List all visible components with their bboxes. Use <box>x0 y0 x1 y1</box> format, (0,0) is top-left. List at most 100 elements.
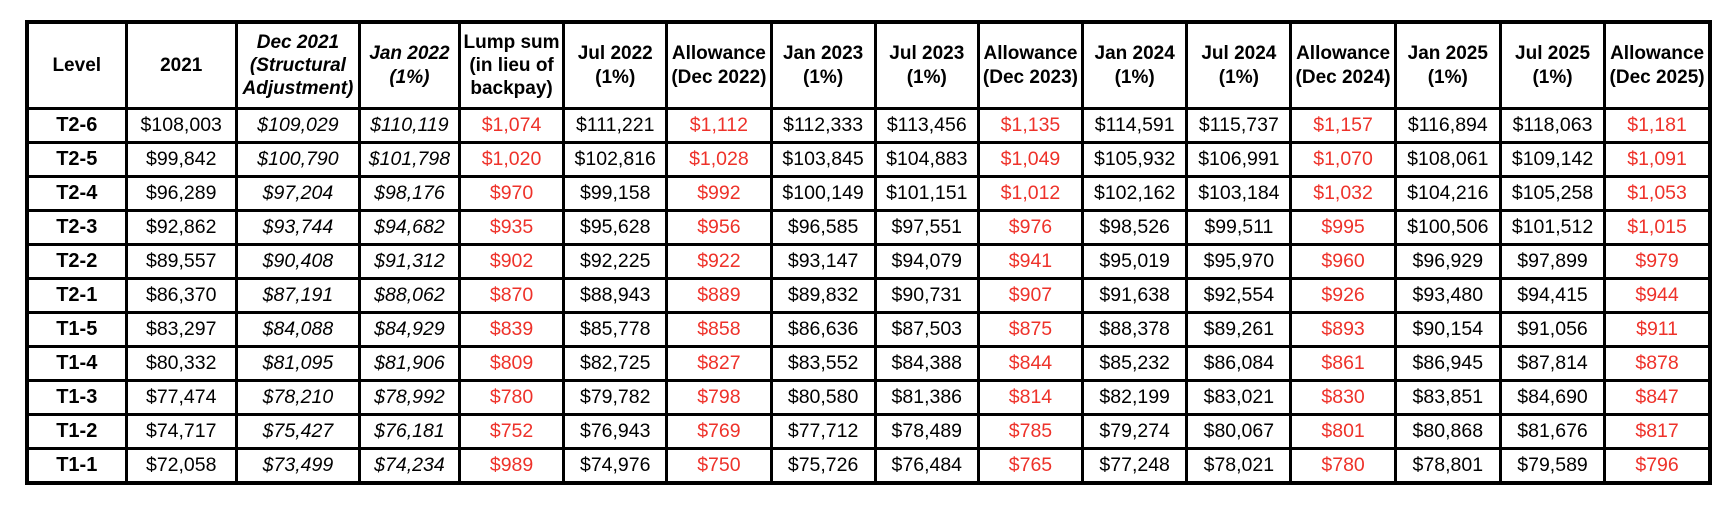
cell-t1-2-jul2024: $80,067 <box>1185 413 1293 450</box>
cell-t1-1-dec2021: $73,499 <box>234 447 361 485</box>
cell-t2-4-allow-dec2024: $1,032 <box>1289 175 1397 212</box>
cell-t2-6-jan2024: $114,591 <box>1081 107 1189 144</box>
cell-t2-3-allow-dec2024: $995 <box>1289 209 1397 246</box>
level-cell-t2-1: T2-1 <box>25 277 128 314</box>
table-body: T2-6 $108,003 $109,029 $110,119 $1,074 $111,2… <box>25 107 1712 485</box>
cell-t2-3-jan2023: $96,585 <box>769 209 877 246</box>
cell-t2-5-jan2022: $101,798 <box>357 141 461 178</box>
cell-t2-1-jan2022: $88,062 <box>357 277 461 314</box>
cell-t1-4-jul2022: $82,725 <box>562 345 669 382</box>
cell-t2-4-jul2024: $103,184 <box>1185 175 1293 212</box>
level-cell-t2-2: T2-2 <box>25 243 128 280</box>
cell-t1-2-jul2023: $78,489 <box>873 413 980 450</box>
table-row-t1-4: T1-4 $80,332 $81,095 $81,906 $809 $82,725 $827… <box>25 345 1712 382</box>
column-header-allow-dec2022: Allowance (Dec 2022) <box>665 20 773 110</box>
cell-t2-6-jul2024: $115,737 <box>1185 107 1293 144</box>
cell-t1-1-allow-dec2024: $780 <box>1289 447 1397 485</box>
level-cell-t1-3: T1-3 <box>25 379 128 416</box>
cell-t2-2-allow-dec2023: $941 <box>976 243 1085 280</box>
column-header-jul2024: Jul 2024 (1%) <box>1185 20 1293 110</box>
level-cell-t1-1: T1-1 <box>25 447 128 485</box>
cell-t1-1-jul2024: $78,021 <box>1185 447 1293 485</box>
cell-t2-1-allow-dec2024: $926 <box>1289 277 1397 314</box>
cell-t2-4-allow-dec2023: $1,012 <box>976 175 1085 212</box>
cell-t2-3-jul2023: $97,551 <box>873 209 980 246</box>
cell-t2-5-jul2023: $104,883 <box>873 141 980 178</box>
cell-t1-3-lumpsum: $780 <box>457 379 566 416</box>
column-header-jul2023: Jul 2023 (1%) <box>873 20 980 110</box>
cell-t1-3-jul2025: $84,690 <box>1498 379 1607 416</box>
cell-t2-2-jan2022: $91,312 <box>357 243 461 280</box>
cell-t2-6-jan2022: $110,119 <box>357 107 461 144</box>
level-cell-t1-4: T1-4 <box>25 345 128 382</box>
cell-t2-3-jul2022: $95,628 <box>562 209 669 246</box>
cell-t1-4-allow-dec2025: $878 <box>1603 345 1712 382</box>
cell-t1-5-jan2024: $88,378 <box>1081 311 1189 348</box>
cell-t1-1-jul2022: $74,976 <box>562 447 669 485</box>
cell-t1-2-y2021: $74,717 <box>124 413 238 450</box>
cell-t2-1-y2021: $86,370 <box>124 277 238 314</box>
cell-t1-1-jul2025: $79,589 <box>1498 447 1607 485</box>
cell-t1-3-dec2021: $78,210 <box>234 379 361 416</box>
cell-t1-2-jan2023: $77,712 <box>769 413 877 450</box>
cell-t1-2-allow-dec2022: $769 <box>665 413 773 450</box>
cell-t2-3-jul2024: $99,511 <box>1185 209 1293 246</box>
cell-t2-5-jan2024: $105,932 <box>1081 141 1189 178</box>
cell-t1-5-y2021: $83,297 <box>124 311 238 348</box>
cell-t1-5-allow-dec2025: $911 <box>1603 311 1712 348</box>
cell-t1-5-jan2022: $84,929 <box>357 311 461 348</box>
cell-t2-1-jul2022: $88,943 <box>562 277 669 314</box>
cell-t1-1-y2021: $72,058 <box>124 447 238 485</box>
table-row-t2-6: T2-6 $108,003 $109,029 $110,119 $1,074 $111,2… <box>25 107 1712 144</box>
cell-t2-6-jan2023: $112,333 <box>769 107 877 144</box>
cell-t1-2-lumpsum: $752 <box>457 413 566 450</box>
cell-t1-1-allow-dec2023: $765 <box>976 447 1085 485</box>
level-cell-t1-5: T1-5 <box>25 311 128 348</box>
cell-t1-5-jul2022: $85,778 <box>562 311 669 348</box>
column-header-jul2025: Jul 2025 (1%) <box>1498 20 1607 110</box>
cell-t1-2-allow-dec2024: $801 <box>1289 413 1397 450</box>
cell-t2-1-jan2025: $93,480 <box>1393 277 1502 314</box>
column-header-lumpsum: Lump sum (in lieu of backpay) <box>457 20 566 110</box>
cell-t2-5-allow-dec2022: $1,028 <box>665 141 773 178</box>
cell-t2-1-jan2024: $91,638 <box>1081 277 1189 314</box>
cell-t2-4-lumpsum: $970 <box>457 175 566 212</box>
cell-t1-2-allow-dec2023: $785 <box>976 413 1085 450</box>
cell-t1-2-jan2022: $76,181 <box>357 413 461 450</box>
cell-t2-2-jan2025: $96,929 <box>1393 243 1502 280</box>
cell-t2-2-jul2024: $95,970 <box>1185 243 1293 280</box>
cell-t1-3-jul2023: $81,386 <box>873 379 980 416</box>
cell-t2-3-allow-dec2022: $956 <box>665 209 773 246</box>
cell-t2-6-allow-dec2024: $1,157 <box>1289 107 1397 144</box>
cell-t1-5-allow-dec2022: $858 <box>665 311 773 348</box>
cell-t2-1-jan2023: $89,832 <box>769 277 877 314</box>
cell-t2-1-allow-dec2025: $944 <box>1603 277 1712 314</box>
cell-t2-4-jul2025: $105,258 <box>1498 175 1607 212</box>
cell-t2-6-allow-dec2022: $1,112 <box>665 107 773 144</box>
cell-t2-5-jul2022: $102,816 <box>562 141 669 178</box>
cell-t2-4-dec2021: $97,204 <box>234 175 361 212</box>
header-row: Level 2021 Dec 2021 (Structural Adjustment… <box>25 20 1712 110</box>
column-header-jan2025: Jan 2025 (1%) <box>1393 20 1502 110</box>
cell-t1-5-allow-dec2024: $893 <box>1289 311 1397 348</box>
cell-t1-3-allow-dec2023: $814 <box>976 379 1085 416</box>
cell-t1-3-allow-dec2025: $847 <box>1603 379 1712 416</box>
cell-t1-1-jan2025: $78,801 <box>1393 447 1502 485</box>
level-cell-t1-2: T1-2 <box>25 413 128 450</box>
cell-t2-5-allow-dec2024: $1,070 <box>1289 141 1397 178</box>
cell-t2-6-jul2023: $113,456 <box>873 107 980 144</box>
cell-t1-5-jul2025: $91,056 <box>1498 311 1607 348</box>
cell-t1-4-jul2023: $84,388 <box>873 345 980 382</box>
cell-t2-3-jan2025: $100,506 <box>1393 209 1502 246</box>
cell-t2-2-jul2025: $97,899 <box>1498 243 1607 280</box>
column-header-allow-dec2023: Allowance (Dec 2023) <box>976 20 1085 110</box>
cell-t2-5-allow-dec2025: $1,091 <box>1603 141 1712 178</box>
column-header-y2021: 2021 <box>124 20 238 110</box>
cell-t2-6-lumpsum: $1,074 <box>457 107 566 144</box>
column-header-jan2023: Jan 2023 (1%) <box>769 20 877 110</box>
cell-t1-4-y2021: $80,332 <box>124 345 238 382</box>
cell-t1-4-jul2024: $86,084 <box>1185 345 1293 382</box>
cell-t1-4-allow-dec2024: $861 <box>1289 345 1397 382</box>
cell-t2-6-jan2025: $116,894 <box>1393 107 1502 144</box>
cell-t1-1-jan2024: $77,248 <box>1081 447 1189 485</box>
